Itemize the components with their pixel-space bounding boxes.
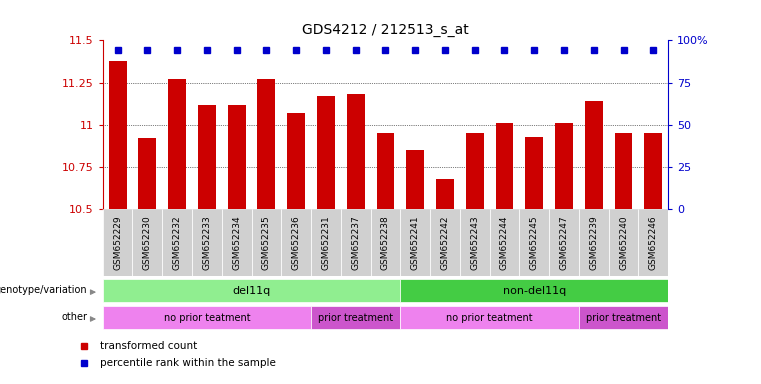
Bar	[436, 179, 454, 209]
Bar	[162, 209, 192, 276]
Bar	[317, 96, 335, 209]
Text: GSM652234: GSM652234	[232, 215, 241, 270]
Bar	[192, 209, 221, 276]
Text: GSM652243: GSM652243	[470, 215, 479, 270]
Text: GSM652241: GSM652241	[411, 215, 420, 270]
Text: GSM652237: GSM652237	[351, 215, 360, 270]
Bar	[371, 209, 400, 276]
Bar	[579, 306, 668, 329]
Bar	[460, 209, 489, 276]
Bar	[549, 209, 579, 276]
Bar	[311, 306, 400, 329]
Bar	[615, 133, 632, 209]
Bar	[525, 137, 543, 209]
Bar	[519, 209, 549, 276]
Bar	[638, 209, 668, 276]
Bar	[645, 133, 662, 209]
Text: genotype/variation: genotype/variation	[0, 285, 87, 295]
Text: GSM652229: GSM652229	[113, 215, 122, 270]
Bar	[109, 61, 126, 209]
Text: del11q: del11q	[232, 286, 271, 296]
Text: GSM652238: GSM652238	[381, 215, 390, 270]
Bar	[282, 209, 311, 276]
Bar	[466, 133, 484, 209]
Bar	[400, 209, 430, 276]
Text: non-del11q: non-del11q	[502, 286, 566, 296]
Bar	[103, 209, 132, 276]
Bar	[495, 123, 514, 209]
Bar	[377, 133, 394, 209]
Text: GSM652230: GSM652230	[143, 215, 152, 270]
Bar	[489, 209, 519, 276]
Text: no prior teatment: no prior teatment	[446, 313, 533, 323]
Text: GSM652236: GSM652236	[291, 215, 301, 270]
Bar	[221, 209, 252, 276]
Bar	[103, 280, 400, 302]
Bar	[406, 150, 424, 209]
Text: prior treatment: prior treatment	[586, 313, 661, 323]
Bar	[132, 209, 162, 276]
Bar	[555, 123, 573, 209]
Bar	[400, 306, 579, 329]
Bar	[287, 113, 305, 209]
Text: GSM652242: GSM652242	[441, 216, 450, 270]
Text: GSM652247: GSM652247	[559, 215, 568, 270]
Bar	[311, 209, 341, 276]
Bar	[103, 306, 311, 329]
Bar	[609, 209, 638, 276]
Text: GSM652233: GSM652233	[202, 215, 212, 270]
Text: other: other	[61, 311, 87, 321]
Bar	[139, 138, 156, 209]
Bar	[400, 280, 668, 302]
Text: prior treatment: prior treatment	[318, 313, 393, 323]
Bar	[228, 104, 246, 209]
Text: GSM652240: GSM652240	[619, 215, 628, 270]
Bar	[168, 79, 186, 209]
Bar	[252, 209, 282, 276]
Bar	[430, 209, 460, 276]
Text: transformed count: transformed count	[100, 341, 198, 351]
Bar	[198, 104, 216, 209]
Bar	[579, 209, 609, 276]
Text: GSM652245: GSM652245	[530, 215, 539, 270]
Bar	[585, 101, 603, 209]
Bar	[347, 94, 365, 209]
Bar	[341, 209, 371, 276]
Text: GSM652231: GSM652231	[321, 215, 330, 270]
Text: GSM652235: GSM652235	[262, 215, 271, 270]
Title: GDS4212 / 212513_s_at: GDS4212 / 212513_s_at	[302, 23, 469, 36]
Text: GSM652244: GSM652244	[500, 216, 509, 270]
Bar	[257, 79, 275, 209]
Text: GSM652239: GSM652239	[589, 215, 598, 270]
Text: GSM652246: GSM652246	[649, 215, 658, 270]
Text: percentile rank within the sample: percentile rank within the sample	[100, 358, 276, 368]
Text: no prior teatment: no prior teatment	[164, 313, 250, 323]
Text: GSM652232: GSM652232	[173, 215, 182, 270]
